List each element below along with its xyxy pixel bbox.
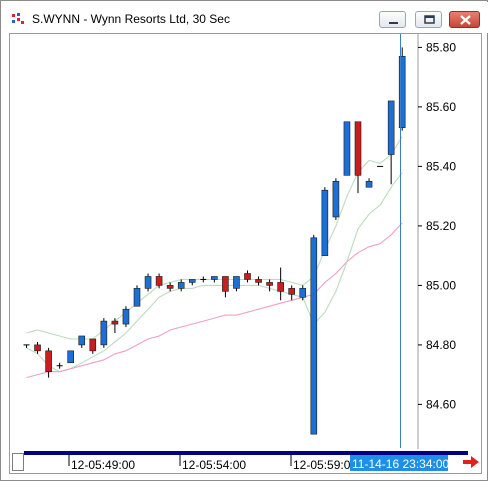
candle-body [166, 285, 174, 289]
window-title: S.WYNN - Wynn Resorts Ltd, 30 Sec [32, 12, 230, 26]
candle-body [78, 335, 86, 346]
candle-body [34, 344, 41, 352]
price-tick-label: 85.00 [426, 278, 456, 292]
candle-body [365, 180, 373, 188]
close-icon [460, 15, 471, 25]
candle-body [177, 282, 185, 289]
candle-body [122, 308, 130, 325]
candle-body [188, 279, 196, 283]
candle-body [211, 276, 218, 280]
time-scroll-bar [24, 451, 468, 455]
candlestick-chart[interactable]: 85.80 85.60 85.40 85.20 85.00 84.80 84.60 12-0… [10, 34, 481, 473]
scroll-thumb[interactable] [12, 453, 24, 471]
title-bar[interactable]: S.WYNN - Wynn Resorts Ltd, 30 Sec [2, 2, 488, 33]
candle-body [288, 288, 296, 295]
app-chart-icon [12, 13, 24, 24]
candle-body [321, 189, 329, 256]
candle-body [398, 56, 406, 129]
price-tick-label: 85.60 [426, 100, 456, 114]
price-tick-label: 84.80 [426, 338, 456, 352]
price-tick-label: 85.20 [426, 219, 456, 233]
price-tick-label: 85.80 [426, 40, 456, 54]
candle-body [387, 100, 395, 155]
candle-body [45, 350, 52, 372]
restore-button[interactable] [415, 11, 442, 28]
candle-body [89, 338, 97, 352]
restore-icon [424, 15, 435, 24]
candle-body [266, 282, 273, 286]
cursor-time-label: 11-14-16 23:34:00 [352, 457, 450, 471]
candle-body [222, 276, 229, 292]
scroll-right-arrow-icon[interactable] [462, 455, 480, 469]
price-tick-label: 85.40 [426, 159, 456, 173]
candle-body [67, 350, 75, 364]
price-tick-label: 84.60 [426, 397, 456, 411]
candle-body [343, 121, 351, 176]
moving-average-line [26, 222, 403, 379]
candle-body [354, 121, 362, 176]
candle-body [144, 276, 152, 289]
candle-body [310, 237, 318, 435]
cursor-time-badge [350, 455, 448, 471]
minimize-button[interactable] [379, 11, 406, 28]
time-tick-label: 12-05:59:00 [293, 458, 357, 472]
time-tick-label: 12-05:54:00 [182, 458, 246, 472]
candle-body [111, 320, 119, 325]
time-tick-label: 12-05:49:00 [71, 458, 135, 472]
candle-body [277, 282, 284, 292]
candle-body [244, 273, 251, 280]
candle-body [255, 279, 262, 283]
band-lower-line [26, 172, 403, 373]
close-button[interactable] [449, 11, 480, 28]
candle-body [299, 288, 307, 298]
minimize-icon [389, 22, 398, 24]
candle-body [100, 320, 108, 346]
candle-body [155, 276, 163, 286]
candle-body [233, 276, 240, 289]
candle-body [133, 288, 141, 307]
chart-area[interactable]: 85.80 85.60 85.40 85.20 85.00 84.80 84.60 12-0… [9, 33, 482, 474]
candle-body [332, 180, 340, 218]
